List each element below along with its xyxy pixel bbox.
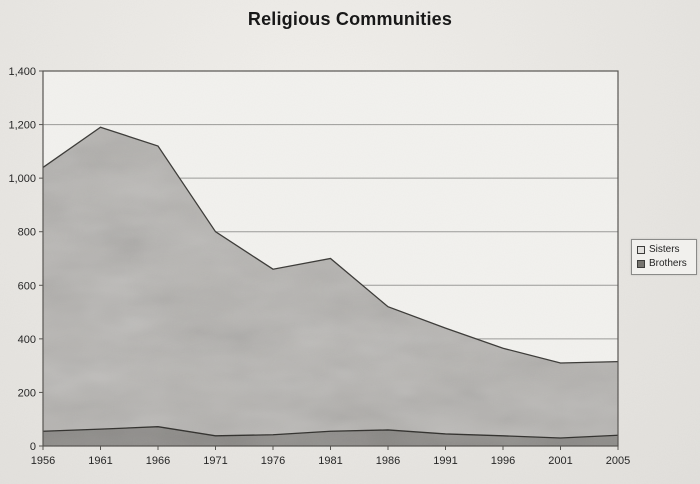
legend-item-sisters: Sisters bbox=[637, 243, 692, 257]
brothers-swatch-icon bbox=[637, 260, 645, 268]
chart-legend: Sisters Brothers bbox=[631, 239, 697, 275]
legend-item-brothers: Brothers bbox=[637, 257, 692, 271]
legend-label-brothers: Brothers bbox=[649, 258, 687, 269]
sisters-swatch-icon bbox=[637, 246, 645, 254]
legend-label-sisters: Sisters bbox=[649, 244, 680, 255]
